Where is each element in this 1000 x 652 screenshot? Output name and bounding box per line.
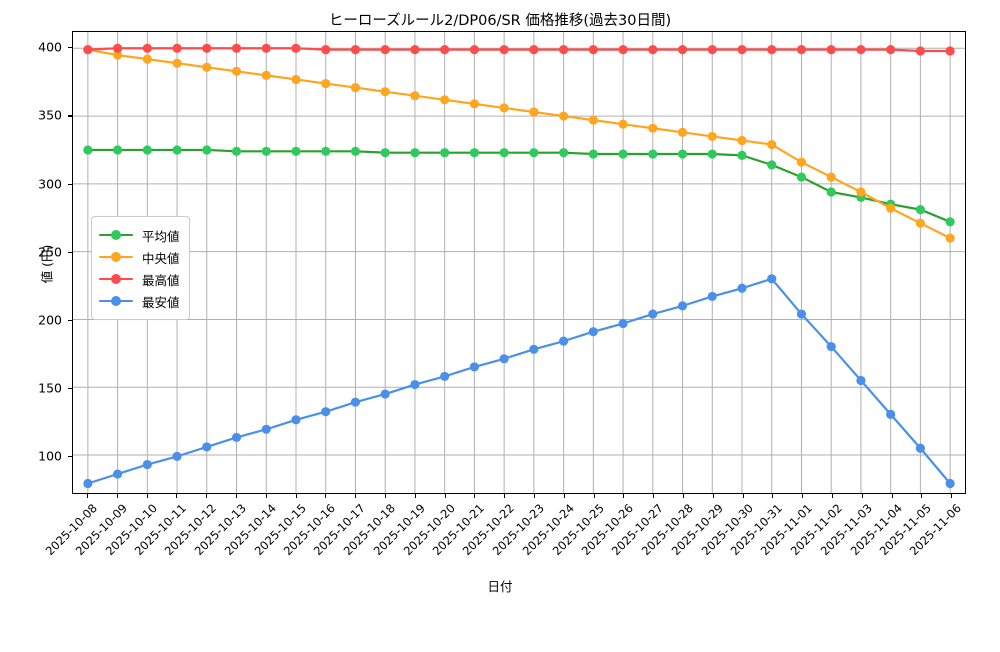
- y-tick-label: 100: [38, 448, 62, 464]
- y-tick-mark: [68, 251, 72, 253]
- x-tick-mark: [951, 494, 953, 498]
- legend-item-0[interactable]: 平均値: [99, 224, 180, 246]
- y-tick-label: 250: [38, 244, 62, 260]
- legend-item-2[interactable]: 最高値: [99, 268, 180, 290]
- legend-marker-icon: [99, 272, 133, 286]
- x-tick-mark: [891, 494, 893, 498]
- grid-lines: [73, 32, 965, 493]
- x-tick-mark: [176, 494, 178, 498]
- x-tick-mark: [444, 494, 446, 498]
- x-axis-label: 日付: [487, 579, 513, 594]
- x-tick-mark: [712, 494, 714, 498]
- y-tick-mark: [68, 387, 72, 389]
- y-tick-mark: [68, 115, 72, 117]
- y-tick-mark: [68, 183, 72, 185]
- y-tick-label: 400: [38, 39, 62, 55]
- series-0: [83, 145, 955, 227]
- x-tick-mark: [802, 494, 804, 498]
- legend-label: 最安値: [142, 294, 180, 310]
- chart-title: ヒーローズルール2/DP06/SR 価格推移(過去30日間): [328, 13, 672, 29]
- y-tick-label: 150: [38, 380, 62, 396]
- x-tick-mark: [504, 494, 506, 498]
- plot-area: 値 (円) 平均値 中央値 最高値 最安値: [40, 31, 966, 494]
- x-tick-mark: [861, 494, 863, 498]
- y-tick-label: 350: [38, 107, 62, 123]
- x-tick-mark: [682, 494, 684, 498]
- y-tick-label: 300: [38, 176, 62, 192]
- x-tick-mark: [325, 494, 327, 498]
- y-tick-mark: [68, 455, 72, 457]
- price-history-chart-figure: ヒーローズルール2/DP06/SR 価格推移(過去30日間) 値 (円) 平均値…: [38, 13, 966, 594]
- legend-item-3[interactable]: 最安値: [99, 290, 180, 312]
- y-tick-mark: [68, 319, 72, 321]
- x-tick-mark: [206, 494, 208, 498]
- x-tick-mark: [772, 494, 774, 498]
- legend-marker-icon: [99, 294, 133, 308]
- y-tick-label: 200: [38, 312, 62, 328]
- x-tick-mark: [146, 494, 148, 498]
- x-tick-mark: [593, 494, 595, 498]
- x-tick-mark: [116, 494, 118, 498]
- x-tick-mark: [742, 494, 744, 498]
- x-tick-mark: [623, 494, 625, 498]
- x-tick-mark: [235, 494, 237, 498]
- legend-marker-icon: [99, 228, 133, 242]
- x-tick-mark: [265, 494, 267, 498]
- legend-label: 中央値: [142, 250, 180, 266]
- x-tick-mark: [921, 494, 923, 498]
- x-tick-mark: [653, 494, 655, 498]
- series-2: [83, 43, 955, 56]
- chart-legend: 平均値中央値最高値最安値: [91, 216, 190, 320]
- x-tick-mark: [563, 494, 565, 498]
- data-series-layer: [83, 43, 955, 489]
- x-tick-mark: [533, 494, 535, 498]
- x-tick-mark: [474, 494, 476, 498]
- legend-item-1[interactable]: 中央値: [99, 246, 180, 268]
- x-tick-mark: [86, 494, 88, 498]
- legend-label: 平均値: [142, 228, 180, 244]
- legend-label: 最高値: [142, 272, 180, 288]
- legend-marker-icon: [99, 250, 133, 264]
- series-3: [83, 274, 955, 489]
- x-tick-mark: [295, 494, 297, 498]
- x-tick-mark: [384, 494, 386, 498]
- y-tick-mark: [68, 47, 72, 49]
- x-tick-mark: [831, 494, 833, 498]
- x-tick-mark: [414, 494, 416, 498]
- x-tick-mark: [355, 494, 357, 498]
- series-1: [83, 45, 955, 243]
